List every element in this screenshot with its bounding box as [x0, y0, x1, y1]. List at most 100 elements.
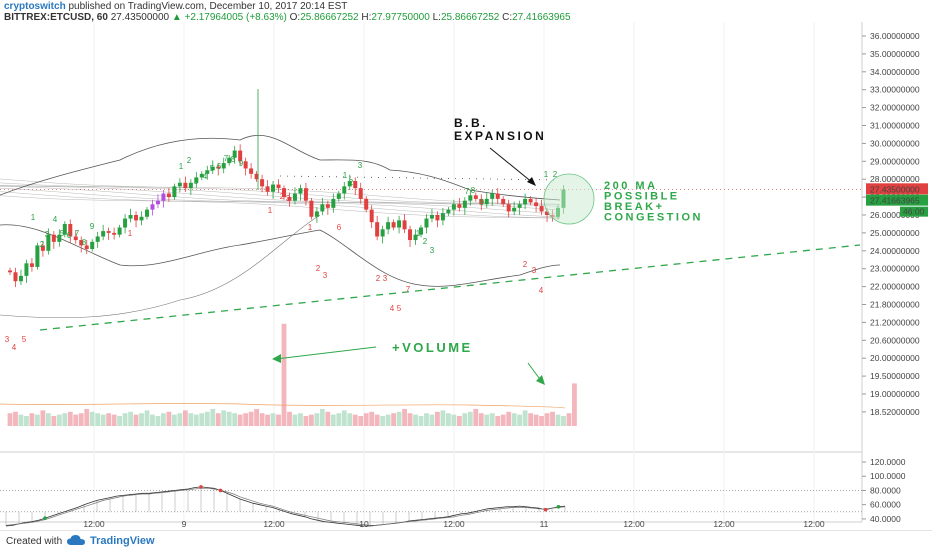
candle	[331, 193, 336, 213]
candle	[517, 200, 522, 215]
chart-header: cryptoswitch published on TradingView.co…	[0, 0, 932, 24]
candle	[265, 180, 270, 196]
price-tick-label: 21.80000000	[870, 300, 920, 310]
bb-lower-outer	[0, 214, 321, 319]
volume-bar	[473, 408, 479, 426]
candle-body	[402, 220, 407, 230]
td-count-label: 2	[523, 260, 528, 269]
volume-bar	[478, 413, 484, 426]
volume-bar	[539, 416, 544, 426]
candle	[35, 242, 40, 270]
published-text: published on TradingView.com, December 1…	[68, 1, 348, 12]
td-count-label: 3	[323, 271, 328, 280]
change-value: +2.17964005 (+8.63%)	[184, 12, 287, 23]
bb-arrow-line	[489, 147, 534, 184]
time-tick-label: 12:00	[803, 519, 825, 529]
td-count-label: 1	[416, 229, 421, 238]
volume-bar	[566, 413, 572, 426]
candle-body	[539, 206, 544, 212]
candle	[468, 189, 473, 206]
td-count-label: 4	[203, 172, 208, 181]
candle-body	[473, 195, 478, 199]
td-count-label: 6	[67, 231, 72, 240]
volume-bar	[495, 416, 501, 426]
candle	[68, 219, 73, 243]
volume-bar	[533, 414, 539, 426]
volume-bar	[100, 414, 106, 426]
candle	[221, 157, 226, 174]
volume-bar	[489, 413, 495, 426]
volume-bar	[325, 411, 331, 426]
candle	[177, 178, 182, 193]
candle	[227, 155, 232, 166]
td-count-label: 2	[376, 274, 381, 283]
candle	[238, 144, 243, 166]
volume-bar	[424, 413, 429, 426]
volume-bar	[210, 408, 216, 426]
volume-bar	[172, 414, 177, 426]
volume-bar	[45, 413, 51, 426]
candle	[13, 267, 18, 288]
close-price-tag	[866, 194, 928, 206]
candle-body	[8, 270, 12, 273]
candle-body	[298, 188, 303, 194]
candle-body	[331, 198, 336, 208]
volume-bar	[111, 414, 117, 426]
candle-body	[440, 213, 445, 221]
candle-body	[512, 207, 517, 212]
candle-body	[46, 234, 51, 251]
candle-body	[435, 215, 440, 221]
candle-body	[397, 220, 402, 228]
volume-bar	[89, 411, 95, 426]
tradingview-logo-text[interactable]: TradingView	[90, 535, 155, 547]
candle	[46, 228, 51, 255]
footer: Created with TradingView	[0, 530, 932, 551]
candle-body	[232, 150, 237, 158]
main-pane	[0, 22, 862, 452]
td-count-label: 9	[480, 198, 485, 207]
candle	[435, 211, 440, 228]
candle-body	[194, 177, 199, 183]
candle	[73, 230, 78, 244]
volume-bar	[292, 414, 298, 426]
volume-bar	[385, 414, 391, 426]
high-value: 27.97750000	[371, 12, 430, 23]
volume-bar	[550, 411, 555, 426]
td-count-label: 3	[194, 177, 199, 186]
candle	[128, 208, 133, 223]
candle-body	[13, 272, 18, 282]
candle-body	[227, 157, 232, 164]
close-label: C:	[502, 12, 513, 23]
volume-annotation: +VOLUME	[392, 340, 473, 355]
volume-bar	[467, 411, 473, 426]
volume-bar	[215, 413, 221, 426]
candle	[243, 157, 248, 176]
volume-arrow-left	[275, 346, 377, 360]
candle-body	[134, 215, 139, 221]
volume-bar	[407, 413, 413, 426]
candle-body	[501, 198, 506, 205]
author-link[interactable]: cryptoswitch	[4, 1, 66, 12]
candle	[194, 172, 199, 188]
time-tick-label: 12:00	[83, 519, 105, 529]
candle	[303, 182, 308, 206]
candle-body	[303, 188, 308, 201]
volume-bar	[237, 414, 243, 426]
candle-body	[314, 211, 319, 217]
candle	[183, 176, 188, 192]
price-tick-label: 29.00000000	[870, 156, 920, 166]
td-count-label: 1	[31, 213, 36, 222]
price-tick-label: 19.00000000	[870, 389, 920, 399]
candle	[101, 224, 106, 241]
volume-bar	[182, 410, 188, 426]
volume-bar	[122, 413, 128, 426]
candle-body	[29, 263, 34, 267]
volume-bar	[51, 416, 57, 426]
volume-bar	[298, 413, 303, 426]
candle-body	[84, 245, 89, 250]
moving-averages	[0, 178, 561, 219]
price-tick-label: 22.00000000	[870, 282, 920, 292]
candle	[90, 239, 95, 252]
candle-body	[139, 216, 144, 221]
close-value: 27.41663965	[512, 12, 571, 23]
